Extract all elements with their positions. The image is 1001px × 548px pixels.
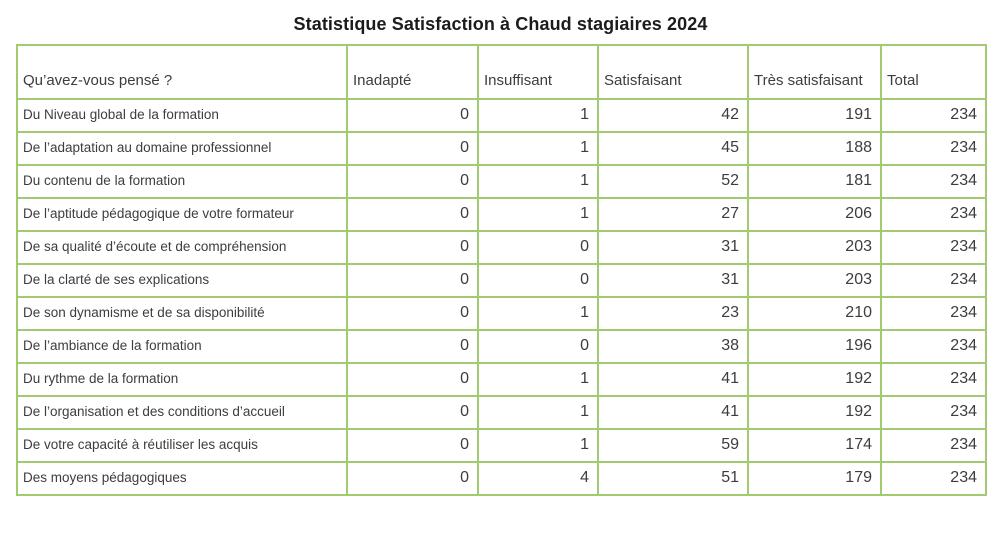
row-value: 0 bbox=[346, 197, 479, 232]
row-value: 31 bbox=[597, 230, 749, 265]
row-value: 0 bbox=[346, 98, 479, 133]
row-value: 234 bbox=[880, 230, 987, 265]
row-value: 203 bbox=[747, 230, 882, 265]
row-label: De l’organisation et des conditions d’ac… bbox=[16, 395, 348, 430]
table-row: De l’ambiance de la formation 0 0 38 196… bbox=[16, 329, 987, 364]
row-value: 0 bbox=[346, 362, 479, 397]
table-row: Du Niveau global de la formation 0 1 42 … bbox=[16, 98, 987, 133]
row-value: 4 bbox=[477, 461, 599, 496]
row-label: De l’ambiance de la formation bbox=[16, 329, 348, 364]
row-value: 0 bbox=[346, 230, 479, 265]
row-label: De son dynamisme et de sa disponibilité bbox=[16, 296, 348, 331]
row-value: 234 bbox=[880, 329, 987, 364]
table-row: Du contenu de la formation 0 1 52 181 23… bbox=[16, 164, 987, 199]
header-row: Qu’avez-vous pensé ? Inadapté Insuffisan… bbox=[16, 44, 987, 100]
column-header-inadapte: Inadapté bbox=[346, 44, 479, 100]
row-value: 51 bbox=[597, 461, 749, 496]
row-label: Du contenu de la formation bbox=[16, 164, 348, 199]
column-header-insuffisant: Insuffisant bbox=[477, 44, 599, 100]
row-value: 179 bbox=[747, 461, 882, 496]
row-label: De votre capacité à réutiliser les acqui… bbox=[16, 428, 348, 463]
row-value: 0 bbox=[346, 263, 479, 298]
row-value: 234 bbox=[880, 263, 987, 298]
table-row: Des moyens pédagogiques 0 4 51 179 234 bbox=[16, 461, 987, 496]
row-value: 1 bbox=[477, 296, 599, 331]
row-value: 234 bbox=[880, 131, 987, 166]
row-value: 196 bbox=[747, 329, 882, 364]
table-row: De sa qualité d’écoute et de compréhensi… bbox=[16, 230, 987, 265]
row-value: 234 bbox=[880, 197, 987, 232]
table-header: Qu’avez-vous pensé ? Inadapté Insuffisan… bbox=[16, 44, 987, 100]
row-value: 42 bbox=[597, 98, 749, 133]
table-row: De l’organisation et des conditions d’ac… bbox=[16, 395, 987, 430]
row-value: 41 bbox=[597, 362, 749, 397]
row-value: 0 bbox=[346, 461, 479, 496]
row-value: 234 bbox=[880, 428, 987, 463]
row-value: 181 bbox=[747, 164, 882, 199]
table-body: Du Niveau global de la formation 0 1 42 … bbox=[16, 98, 987, 496]
row-value: 203 bbox=[747, 263, 882, 298]
table-row: Du rythme de la formation 0 1 41 192 234 bbox=[16, 362, 987, 397]
row-label: De l’aptitude pédagogique de votre forma… bbox=[16, 197, 348, 232]
row-value: 234 bbox=[880, 164, 987, 199]
row-value: 188 bbox=[747, 131, 882, 166]
row-value: 31 bbox=[597, 263, 749, 298]
table-row: De l’adaptation au domaine professionnel… bbox=[16, 131, 987, 166]
row-label: De sa qualité d’écoute et de compréhensi… bbox=[16, 230, 348, 265]
row-value: 234 bbox=[880, 395, 987, 430]
row-value: 0 bbox=[346, 428, 479, 463]
row-value: 1 bbox=[477, 428, 599, 463]
row-value: 192 bbox=[747, 395, 882, 430]
row-label: Du Niveau global de la formation bbox=[16, 98, 348, 133]
row-label: De l’adaptation au domaine professionnel bbox=[16, 131, 348, 166]
row-value: 192 bbox=[747, 362, 882, 397]
column-header-total: Total bbox=[880, 44, 987, 100]
row-value: 234 bbox=[880, 98, 987, 133]
row-value: 27 bbox=[597, 197, 749, 232]
row-value: 191 bbox=[747, 98, 882, 133]
row-value: 174 bbox=[747, 428, 882, 463]
row-value: 234 bbox=[880, 362, 987, 397]
column-header-satisfaisant: Satisfaisant bbox=[597, 44, 749, 100]
row-value: 52 bbox=[597, 164, 749, 199]
row-label: Des moyens pédagogiques bbox=[16, 461, 348, 496]
row-value: 38 bbox=[597, 329, 749, 364]
row-value: 59 bbox=[597, 428, 749, 463]
row-value: 0 bbox=[346, 329, 479, 364]
row-value: 23 bbox=[597, 296, 749, 331]
table-row: De votre capacité à réutiliser les acqui… bbox=[16, 428, 987, 463]
row-value: 1 bbox=[477, 164, 599, 199]
column-header-question: Qu’avez-vous pensé ? bbox=[16, 44, 348, 100]
row-value: 206 bbox=[747, 197, 882, 232]
column-header-tres-satisfaisant: Très satisfaisant bbox=[747, 44, 882, 100]
row-value: 0 bbox=[477, 230, 599, 265]
row-value: 0 bbox=[346, 131, 479, 166]
row-value: 41 bbox=[597, 395, 749, 430]
table-row: De son dynamisme et de sa disponibilité … bbox=[16, 296, 987, 331]
row-value: 0 bbox=[346, 395, 479, 430]
table-row: De l’aptitude pédagogique de votre forma… bbox=[16, 197, 987, 232]
row-value: 1 bbox=[477, 98, 599, 133]
row-value: 234 bbox=[880, 296, 987, 331]
row-value: 1 bbox=[477, 362, 599, 397]
row-value: 45 bbox=[597, 131, 749, 166]
page-title: Statistique Satisfaction à Chaud stagiai… bbox=[293, 14, 708, 34]
row-value: 0 bbox=[346, 296, 479, 331]
row-label: De la clarté de ses explications bbox=[16, 263, 348, 298]
row-label: Du rythme de la formation bbox=[16, 362, 348, 397]
row-value: 234 bbox=[880, 461, 987, 496]
table-row: De la clarté de ses explications 0 0 31 … bbox=[16, 263, 987, 298]
row-value: 210 bbox=[747, 296, 882, 331]
row-value: 0 bbox=[477, 329, 599, 364]
row-value: 1 bbox=[477, 131, 599, 166]
row-value: 0 bbox=[477, 263, 599, 298]
row-value: 1 bbox=[477, 395, 599, 430]
row-value: 1 bbox=[477, 197, 599, 232]
satisfaction-table: Qu’avez-vous pensé ? Inadapté Insuffisan… bbox=[16, 44, 987, 496]
row-value: 0 bbox=[346, 164, 479, 199]
